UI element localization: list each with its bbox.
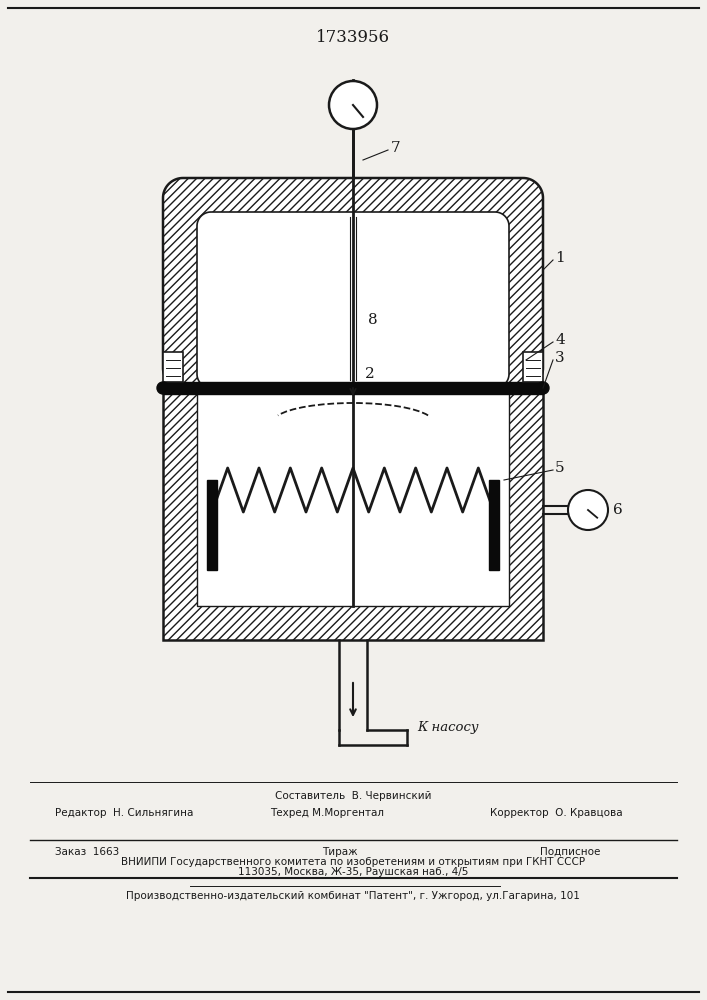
Polygon shape xyxy=(489,480,499,570)
Polygon shape xyxy=(163,388,543,640)
Text: 1733956: 1733956 xyxy=(316,29,390,46)
Text: Техред М.Моргентал: Техред М.Моргентал xyxy=(270,808,384,818)
Text: К насосу: К насосу xyxy=(417,722,479,734)
Text: 2: 2 xyxy=(365,367,375,381)
Text: 7: 7 xyxy=(391,141,401,155)
Polygon shape xyxy=(207,480,217,570)
Circle shape xyxy=(329,81,377,129)
Circle shape xyxy=(568,490,608,530)
Text: 3: 3 xyxy=(555,351,565,365)
Text: Составитель  В. Червинский: Составитель В. Червинский xyxy=(275,791,431,801)
Circle shape xyxy=(157,382,169,394)
Text: Корректор  О. Кравцова: Корректор О. Кравцова xyxy=(490,808,623,818)
Text: Производственно-издательский комбинат "Патент", г. Ужгород, ул.Гагарина, 101: Производственно-издательский комбинат "П… xyxy=(126,891,580,901)
Text: Тираж: Тираж xyxy=(322,847,358,857)
Text: 4: 4 xyxy=(555,333,565,347)
Polygon shape xyxy=(163,382,543,394)
Text: 8: 8 xyxy=(368,313,378,327)
Polygon shape xyxy=(163,352,183,382)
Polygon shape xyxy=(523,352,543,382)
Polygon shape xyxy=(163,178,543,388)
Text: Редактор  Н. Сильнягина: Редактор Н. Сильнягина xyxy=(55,808,194,818)
Polygon shape xyxy=(197,212,509,388)
Circle shape xyxy=(537,382,549,394)
Text: 113035, Москва, Ж-35, Раушская наб., 4/5: 113035, Москва, Ж-35, Раушская наб., 4/5 xyxy=(238,867,468,877)
Polygon shape xyxy=(197,388,509,606)
Text: Заказ  1663: Заказ 1663 xyxy=(55,847,119,857)
Text: 5: 5 xyxy=(555,461,565,475)
Text: 6: 6 xyxy=(613,503,623,517)
Text: Подписное: Подписное xyxy=(540,847,600,857)
Text: 1: 1 xyxy=(555,251,565,265)
Text: ВНИИПИ Государственного комитета по изобретениям и открытиям при ГКНТ СССР: ВНИИПИ Государственного комитета по изоб… xyxy=(121,857,585,867)
